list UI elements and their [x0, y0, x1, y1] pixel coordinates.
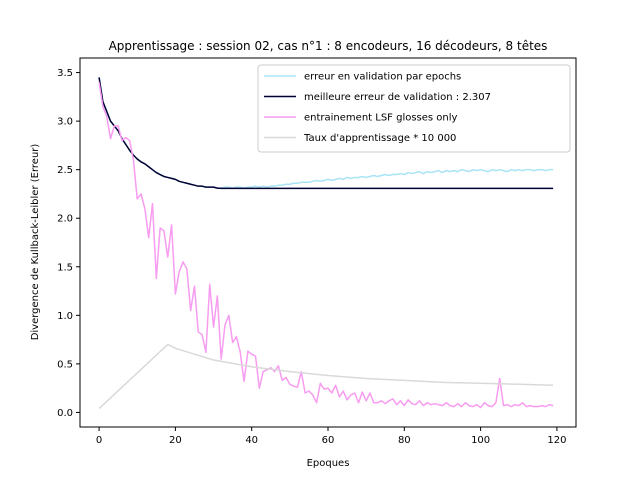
legend-label: entrainement LSF glosses only — [304, 113, 458, 124]
y-tick-label: 2.5 — [57, 165, 73, 176]
legend-box — [257, 64, 571, 153]
y-axis: 0.0 0.5 1.0 1.5 2.0 2.5 3.0 3.5 — [57, 68, 80, 419]
x-tick-label: 100 — [471, 435, 490, 446]
y-tick-label: 1.5 — [57, 262, 73, 273]
x-axis: 0 20 40 60 80 100 120 — [96, 427, 566, 446]
x-tick-label: 40 — [245, 435, 258, 446]
y-axis-label: Divergence de Kullback-Leibler (Erreur) — [30, 144, 41, 341]
y-tick-label: 3.5 — [57, 68, 73, 79]
y-tick-label: 2.0 — [57, 214, 73, 225]
series-line-3 — [98, 82, 554, 409]
series-line-4 — [98, 343, 554, 410]
x-axis-label: Epoques — [307, 458, 350, 469]
legend: erreur en validation par epochs meilleure… — [257, 64, 571, 153]
x-tick-label: 60 — [322, 435, 335, 446]
y-tick-label: 3.0 — [57, 117, 73, 128]
legend-label: meilleure erreur de validation : 2.307 — [304, 92, 491, 103]
y-tick-label: 1.0 — [57, 311, 73, 322]
x-tick-label: 120 — [547, 435, 566, 446]
y-tick-label: 0.5 — [57, 359, 73, 370]
plot-lines — [98, 77, 554, 410]
x-tick-label: 0 — [96, 435, 102, 446]
x-tick-label: 20 — [169, 435, 182, 446]
chart-title: Apprentissage : session 02, cas n°1 : 8 … — [109, 39, 548, 53]
legend-label: erreur en validation par epochs — [304, 72, 461, 83]
legend-label: Taux d'apprentissage * 10 000 — [303, 133, 456, 144]
y-tick-label: 0.0 — [57, 408, 73, 419]
x-tick-label: 80 — [398, 435, 411, 446]
